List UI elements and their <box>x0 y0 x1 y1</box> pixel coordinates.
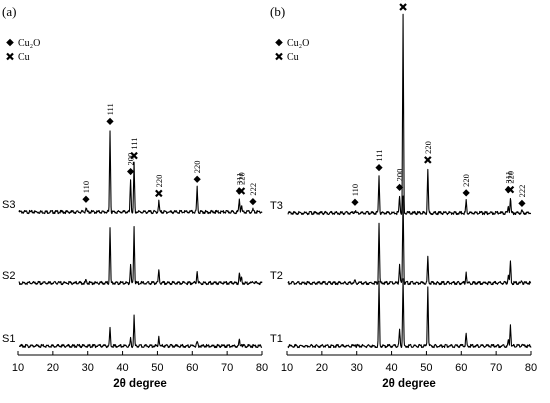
peak-annotation: 200 <box>126 153 136 176</box>
hkl-label: 220 <box>505 171 515 184</box>
series-label: T2 <box>270 270 283 282</box>
cross-icon <box>424 156 432 164</box>
diamond-icon <box>82 195 90 203</box>
peak-annotation: 222 <box>517 185 527 207</box>
cross-icon <box>399 3 407 11</box>
x-axis-title: 2θ degree <box>113 378 167 390</box>
legend-entry: Cu₂O <box>287 38 309 49</box>
diamond-icon <box>6 38 14 47</box>
hkl-label: 200 <box>395 169 405 182</box>
peak-annotation: 220 <box>154 175 164 198</box>
hkl-label: 220 <box>154 175 164 188</box>
diamond-icon <box>106 117 114 125</box>
cross-icon <box>155 189 163 198</box>
cross-icon <box>130 151 138 160</box>
diamond-icon <box>395 183 404 191</box>
hkl-label: 222 <box>517 185 527 198</box>
diamond-icon <box>518 199 526 207</box>
peak-annotation: 220 <box>461 174 471 197</box>
x-tick-label: 20 <box>47 362 59 374</box>
series-trace-s2 <box>18 226 263 286</box>
peak-annotation: 110 <box>81 181 91 203</box>
cross-icon <box>506 185 515 194</box>
diamond-icon <box>193 175 201 183</box>
legend-entry: Cu <box>287 52 299 63</box>
x-tick-label: 70 <box>221 362 233 374</box>
peak-annotation: 111 <box>129 137 139 160</box>
diamond-icon <box>462 189 470 197</box>
hkl-label: 220 <box>461 174 471 187</box>
hkl-label: 111 <box>374 149 384 161</box>
hkl-label: 220 <box>192 160 202 173</box>
cross-icon <box>275 52 283 61</box>
peak-annotation: 220 <box>423 141 433 164</box>
series-trace-t2 <box>287 195 532 286</box>
series-trace-t1 <box>287 278 532 349</box>
peak-annotation: 200 <box>395 169 405 191</box>
x-tick-label: 40 <box>116 362 128 374</box>
hkl-label: 200 <box>126 153 136 166</box>
x-tick-label: 60 <box>455 362 467 374</box>
peak-annotation: 311 <box>503 171 513 194</box>
series-label: T3 <box>270 200 283 212</box>
diamond-icon <box>126 167 135 176</box>
hkl-label: 311 <box>503 171 513 183</box>
x-tick-label: 70 <box>490 362 502 374</box>
panel-label: (a) <box>2 4 16 19</box>
diamond-icon <box>351 198 359 206</box>
peak-annotation: 111 <box>398 0 408 11</box>
peak-annotation: 111 <box>105 103 115 125</box>
x-tick-label: 20 <box>316 362 328 374</box>
hkl-label: 220 <box>236 172 246 185</box>
x-tick-label: 50 <box>151 362 163 374</box>
diamond-icon <box>249 198 257 206</box>
hkl-label: 110 <box>350 184 360 196</box>
hkl-label: 222 <box>248 183 258 196</box>
series-label: S3 <box>2 199 15 211</box>
x-tick-label: 10 <box>12 362 24 374</box>
cross-icon <box>237 187 246 195</box>
x-axis-title: 2θ degree <box>382 378 436 390</box>
x-tick-label: 60 <box>186 362 198 374</box>
hkl-label: 111 <box>129 137 139 149</box>
x-tick-label: 40 <box>385 362 397 374</box>
series-label: T1 <box>270 333 283 345</box>
panel-a: (a) Cu₂O Cu 10 20 30 40 50 60 70 80 2θ degree S3 S2 S1… <box>2 4 268 390</box>
hkl-label: 111 <box>105 103 115 115</box>
x-tick-label: 10 <box>281 362 293 374</box>
series-trace-s3 <box>18 130 263 215</box>
peak-annotation: 220 <box>236 172 246 195</box>
x-tick-label: 80 <box>525 362 537 374</box>
x-tick-label: 30 <box>82 362 94 374</box>
hkl-label: 220 <box>423 141 433 154</box>
x-tick-label: 50 <box>420 362 432 374</box>
diamond-icon <box>504 186 512 194</box>
hkl-label: 110 <box>81 181 91 193</box>
panel-label: (b) <box>270 4 285 19</box>
cross-icon <box>6 52 14 61</box>
series-label: S1 <box>2 333 15 345</box>
hkl-label: 111 <box>398 0 408 1</box>
peak-annotation: 222 <box>248 183 258 206</box>
peak-annotation: 220 <box>505 171 515 194</box>
hkl-label: 311 <box>234 173 244 185</box>
legend-entry: Cu <box>18 52 30 63</box>
x-tick-label: 30 <box>351 362 363 374</box>
series-trace-s1 <box>18 314 263 349</box>
panel-b: (b) Cu₂O Cu 10 20 30 40 50 60 70 80 2θ degree T3 T2 T1… <box>270 0 537 390</box>
diamond-icon <box>275 38 283 47</box>
legend-entry: Cu₂O <box>18 38 40 49</box>
peak-annotation: 110 <box>350 184 360 206</box>
series-label: S2 <box>2 270 15 282</box>
x-tick-label: 80 <box>256 362 268 374</box>
diamond-icon <box>375 164 383 172</box>
peak-annotation: 220 <box>192 160 202 183</box>
peak-annotation: 111 <box>374 149 384 172</box>
series-trace-t3 <box>287 13 532 216</box>
